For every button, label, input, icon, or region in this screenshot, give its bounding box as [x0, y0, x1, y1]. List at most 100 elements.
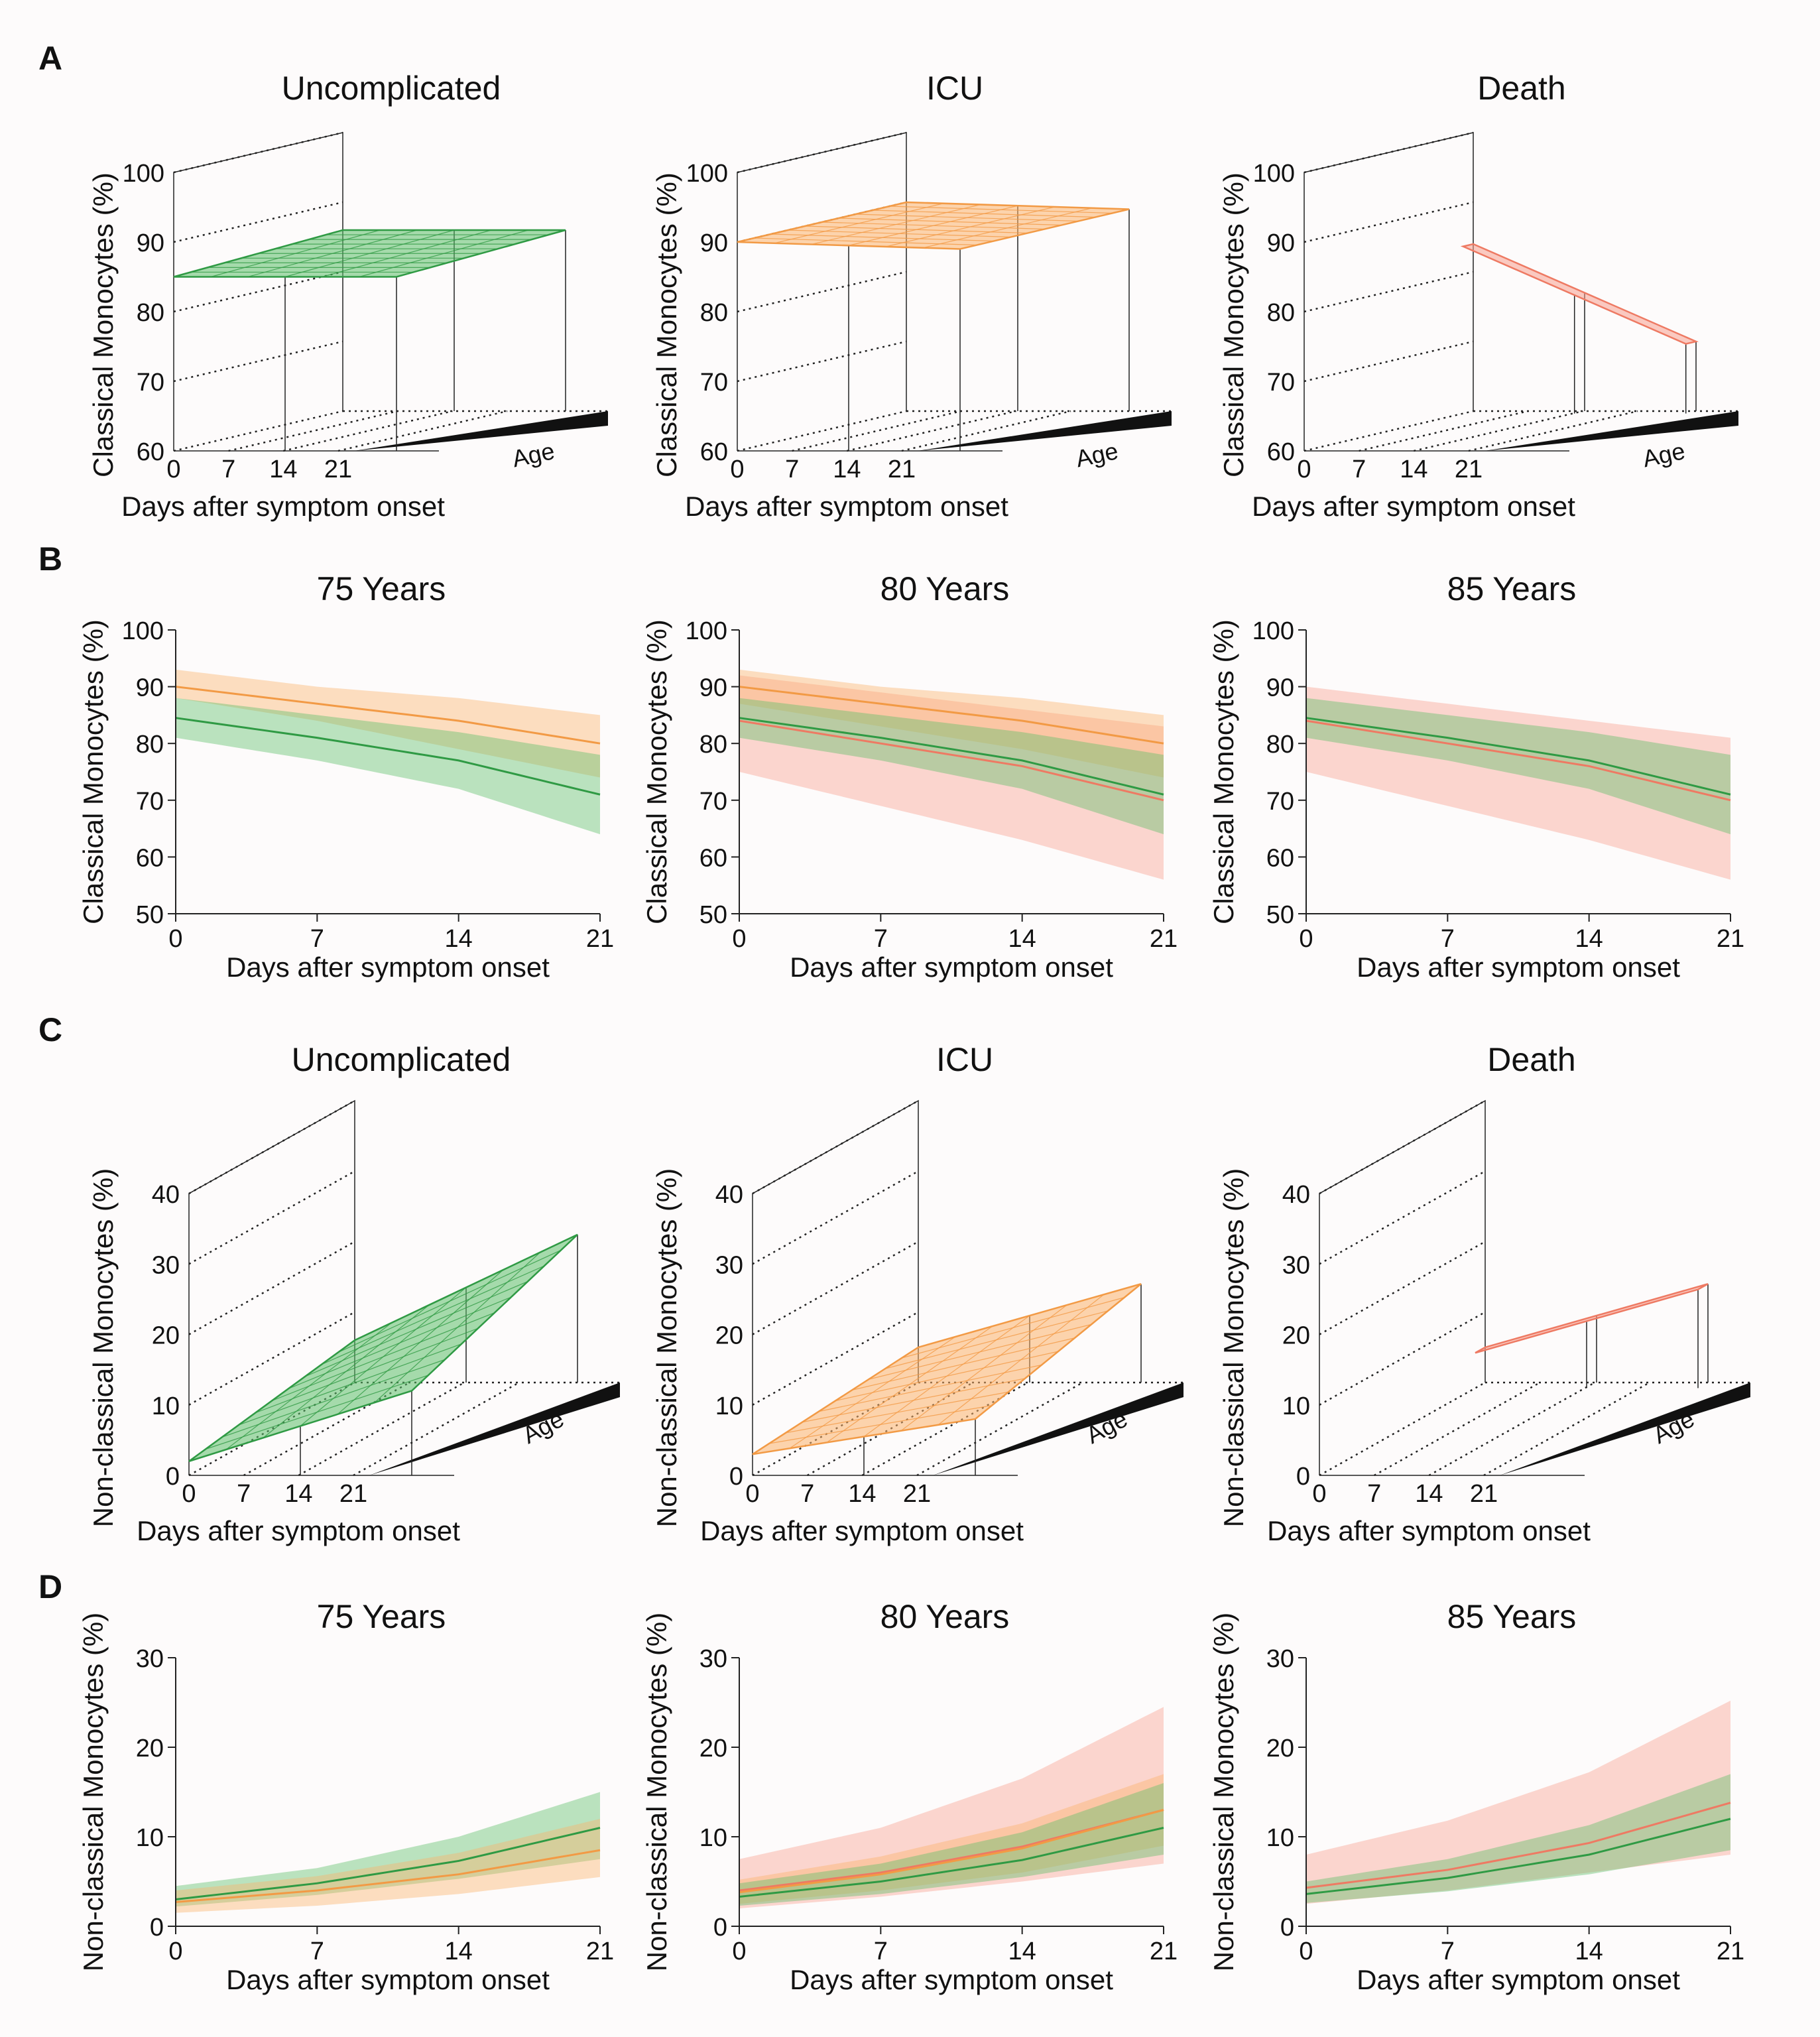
x-tick-label: 7 [800, 1480, 814, 1508]
wall-gridline [1319, 1241, 1486, 1335]
y-tick-label: 30 [152, 1251, 180, 1279]
y-tick-label: 70 [1267, 369, 1295, 397]
y-tick-label: 90 [1266, 674, 1294, 702]
x-tick-label: 21 [1150, 925, 1178, 953]
x-tick-label: 7 [1441, 925, 1455, 953]
wall-gridline [188, 1311, 355, 1406]
surface-death [1475, 1283, 1709, 1354]
panel-letter-d: D [38, 1568, 62, 1605]
x-tick-label: 7 [310, 1938, 324, 1965]
y-tick-label: 90 [699, 674, 727, 702]
y-tick-label: 70 [137, 369, 164, 397]
wall-gridline [173, 201, 343, 243]
x-axis-label: Days after symptom onset [226, 1964, 550, 1995]
surface-mesh-line [374, 1251, 541, 1403]
y-tick-label: 60 [699, 844, 727, 872]
y-axis-label: Classical Monocytes (%) [1218, 172, 1249, 477]
y-tick-label: 0 [1280, 1914, 1294, 1942]
x-tick-label: 0 [182, 1480, 196, 1508]
y-tick-label: 60 [137, 438, 164, 466]
chart-title: Uncomplicated [282, 70, 501, 107]
panel-letter-c: C [38, 1011, 62, 1048]
y-tick-label: 30 [699, 1645, 727, 1673]
y-tick-label: 0 [729, 1463, 743, 1491]
x-tick-label: 14 [848, 1480, 876, 1508]
ci-band-icu [176, 1819, 600, 1913]
y-tick-label: 70 [1266, 788, 1294, 816]
wall-gridline [188, 1241, 355, 1335]
y-tick-label: 80 [699, 731, 727, 759]
ci-band-uncomplicated [739, 1783, 1164, 1906]
x-tick-label: 14 [269, 456, 297, 483]
x-axis-label: Days after symptom onset [790, 952, 1113, 983]
series-line-uncomplicated [1305, 1818, 1731, 1895]
x-tick-label: 21 [586, 1938, 614, 1965]
series-line-uncomplicated [175, 1827, 601, 1900]
x-tick-label: 7 [1352, 456, 1366, 483]
wall-gridline [1304, 271, 1474, 313]
wall-gridline [1319, 1311, 1486, 1406]
y-tick-label: 20 [715, 1322, 743, 1350]
x-tick-label: 21 [1150, 1938, 1178, 1965]
x-tick-label: 14 [1008, 1938, 1036, 1965]
age-wedge [933, 1383, 1183, 1475]
y-axis-label: Classical Monocytes (%) [641, 619, 672, 924]
age-wedge [1500, 1383, 1750, 1475]
wall-gridline [1304, 201, 1474, 243]
x-axis-label: Days after symptom onset [790, 1964, 1113, 1995]
wall-gridline [173, 271, 343, 313]
y-tick-label: 20 [699, 1735, 727, 1762]
series-line-uncomplicated [175, 717, 601, 796]
surface-mesh-line [359, 229, 529, 278]
y-tick-label: 80 [700, 299, 728, 327]
x-tick-label: 7 [874, 1938, 888, 1965]
surface-mesh-line [885, 206, 1056, 247]
floor-gridline [752, 1381, 919, 1477]
y-tick-label: 40 [715, 1181, 743, 1209]
panel-letter-b: B [38, 540, 62, 578]
age-axis-label: Age [1640, 437, 1687, 472]
surface-mesh-line [263, 1304, 430, 1438]
floor-gridline [337, 410, 508, 452]
y-tick-label: 0 [166, 1463, 180, 1491]
chart-title: Death [1477, 70, 1565, 107]
x-tick-label: 0 [1297, 456, 1311, 483]
floor-gridline [298, 1381, 465, 1477]
wall-gridline [752, 1170, 919, 1265]
age-wedge [918, 411, 1172, 451]
series-line-uncomplicated [739, 717, 1164, 796]
x-tick-label: 0 [166, 456, 180, 483]
wall-gridline [737, 340, 907, 383]
panel-letter-a: A [38, 40, 62, 77]
x-tick-label: 0 [1312, 1480, 1326, 1508]
wall-gridline [737, 271, 907, 313]
chart-title: Death [1487, 1041, 1575, 1078]
chart-title: Uncomplicated [292, 1041, 511, 1078]
series-line-icu [175, 1849, 601, 1904]
wall-gridline [1304, 340, 1474, 383]
y-tick-label: 60 [1267, 438, 1295, 466]
chart-title: 85 Years [1447, 1598, 1577, 1635]
x-tick-label: 21 [1717, 1938, 1744, 1965]
y-tick-label: 50 [699, 901, 727, 929]
wall-gridline [752, 1311, 919, 1406]
x-tick-label: 0 [1299, 925, 1313, 953]
floor-gridline [847, 410, 1016, 452]
y-tick-label: 70 [136, 788, 164, 816]
floor-gridline [807, 1381, 974, 1477]
age-wedge [369, 1383, 620, 1475]
surface-mesh-line [938, 1294, 1105, 1426]
y-tick-label: 30 [136, 1645, 164, 1673]
x-tick-label: 0 [730, 456, 744, 483]
y-tick-label: 80 [1267, 299, 1295, 327]
chart-title: 80 Years [880, 1598, 1010, 1635]
chart-b1: 75 Years 50 60 70 80 90 100 0 7 14 21 Days after sy… [78, 570, 614, 983]
floor-gridline [916, 1381, 1083, 1477]
age-wedge [1485, 411, 1738, 451]
floor-gridline [1304, 410, 1474, 452]
x-tick-label: 21 [1455, 456, 1483, 483]
left-wall [1319, 1099, 1486, 1475]
y-tick-label: 50 [1266, 901, 1294, 929]
